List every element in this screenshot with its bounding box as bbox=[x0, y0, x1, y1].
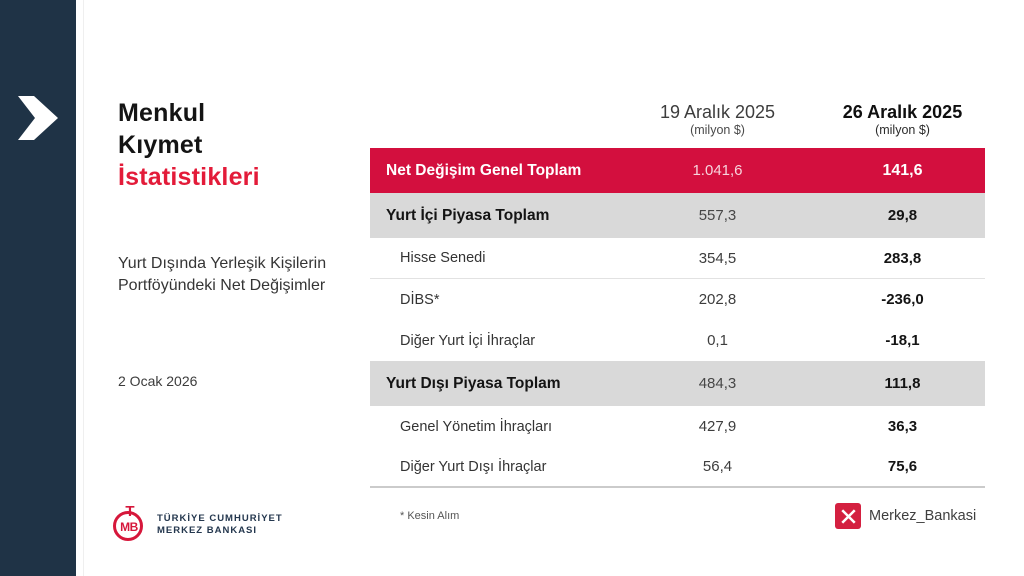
value-current-week: 111,8 bbox=[884, 375, 921, 392]
value-current-week: 29,8 bbox=[887, 207, 918, 224]
value-current-week: 283,8 bbox=[883, 249, 922, 267]
table-row: DİBS* 202,8 -236,0 bbox=[370, 279, 985, 320]
org-name: TÜRKİYE CUMHURİYET MERKEZ BANKASI bbox=[157, 513, 283, 536]
table-row: Genel Yönetim İhraçları 427,9 36,3 bbox=[370, 406, 985, 447]
column-header-current-week: 26 Aralık 2025 (milyon $) bbox=[842, 102, 963, 137]
title-line-1: Menkul bbox=[118, 99, 206, 127]
stats-table-body: Net Değişim Genel Toplam 1.041,6 141,6 Yurt… bbox=[370, 148, 985, 488]
row-label: Yurt İçi Piyasa Toplam bbox=[386, 206, 550, 224]
social-handle-text: Merkez_Bankasi bbox=[869, 508, 977, 524]
subtitle: Yurt Dışında Yerleşik Kişilerin Portföyü… bbox=[118, 253, 368, 297]
chevron-right-icon bbox=[18, 96, 58, 140]
value-current-week: -236,0 bbox=[881, 291, 924, 308]
table-row: Yurt Dışı Piyasa Toplam 484,3 111,8 bbox=[370, 361, 985, 406]
column-header-previous-week: 19 Aralık 2025 (milyon $) bbox=[659, 102, 776, 137]
value-previous-week: 1.041,6 bbox=[692, 162, 743, 179]
row-label: Genel Yönetim İhraçları bbox=[400, 418, 553, 435]
header-spacer bbox=[370, 96, 615, 148]
title-accent: İstatistikleri bbox=[118, 163, 260, 191]
table-row: Diğer Yurt İçi İhraçlar 0,1 -18,1 bbox=[370, 320, 985, 361]
value-previous-week: 354,5 bbox=[698, 249, 737, 267]
value-current-week: 141,6 bbox=[882, 161, 923, 179]
page-title: Menkul Kıymet İstatistikleri bbox=[118, 97, 358, 193]
row-label: DİBS* bbox=[400, 291, 440, 308]
row-label: Yurt Dışı Piyasa Toplam bbox=[386, 374, 561, 392]
footnote: * Kesin Alım bbox=[400, 510, 460, 522]
tcmb-emblem-icon: T MB bbox=[112, 504, 148, 545]
x-logo-icon bbox=[835, 503, 861, 529]
table-row: Hisse Senedi 354,5 283,8 bbox=[370, 238, 985, 279]
table-header: 19 Aralık 2025 (milyon $) 26 Aralık 2025… bbox=[370, 96, 985, 148]
slide-edge-divider bbox=[83, 0, 84, 576]
value-current-week: -18,1 bbox=[885, 332, 920, 349]
row-label: Diğer Yurt Dışı İhraçlar bbox=[400, 458, 547, 475]
table-row: Net Değişim Genel Toplam 1.041,6 141,6 bbox=[370, 148, 985, 193]
value-current-week: 75,6 bbox=[887, 458, 918, 475]
value-previous-week: 484,3 bbox=[698, 375, 737, 392]
sidebar-band bbox=[0, 0, 76, 576]
stats-table: 19 Aralık 2025 (milyon $) 26 Aralık 2025… bbox=[370, 96, 985, 488]
value-previous-week: 202,8 bbox=[698, 291, 737, 308]
row-label: Hisse Senedi bbox=[400, 250, 486, 266]
table-row: Diğer Yurt Dışı İhraçlar 56,4 75,6 bbox=[370, 447, 985, 488]
row-label: Net Değişim Genel Toplam bbox=[386, 161, 582, 179]
social-handle: Merkez_Bankasi bbox=[835, 503, 976, 529]
value-previous-week: 427,9 bbox=[698, 418, 737, 435]
value-previous-week: 0,1 bbox=[707, 332, 728, 349]
table-row: Yurt İçi Piyasa Toplam 557,3 29,8 bbox=[370, 193, 985, 238]
report-date: 2 Ocak 2026 bbox=[118, 373, 198, 389]
value-previous-week: 56,4 bbox=[702, 458, 733, 475]
tcmb-logo: T MB TÜRKİYE CUMHURİYET MERKEZ BANKASI bbox=[112, 504, 283, 545]
title-line-2: Kıymet bbox=[118, 131, 203, 159]
value-current-week: 36,3 bbox=[887, 418, 918, 435]
subtitle-line-2: Portföyündeki Net Değişimler bbox=[118, 277, 326, 294]
row-label: Diğer Yurt İçi İhraçlar bbox=[400, 332, 536, 349]
value-previous-week: 557,3 bbox=[698, 207, 737, 224]
subtitle-line-1: Yurt Dışında Yerleşik Kişilerin bbox=[118, 255, 327, 272]
